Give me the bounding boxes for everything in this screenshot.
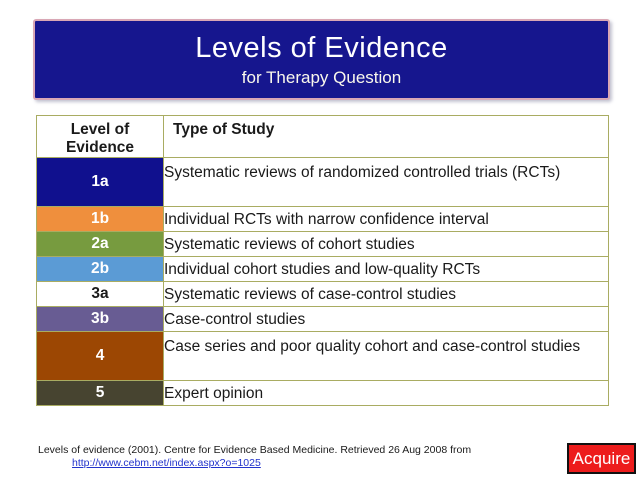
table-row: 1a Systematic reviews of randomized cont… — [36, 157, 609, 207]
study-description: Case-control studies — [163, 306, 609, 332]
study-description: Systematic reviews of cohort studies — [163, 231, 609, 257]
study-description: Individual cohort studies and low-qualit… — [163, 256, 609, 282]
study-description: Expert opinion — [163, 380, 609, 406]
table-row: 1b Individual RCTs with narrow confidenc… — [36, 206, 609, 232]
table-row: 2a Systematic reviews of cohort studies — [36, 231, 609, 257]
level-badge: 5 — [36, 380, 164, 406]
level-badge: 1a — [36, 157, 164, 207]
citation-text: Levels of evidence (2001). Centre for Ev… — [38, 444, 472, 456]
table-row: 3b Case-control studies — [36, 306, 609, 332]
citation-link[interactable]: http://www.cebm.net/index.aspx?o=1025 — [72, 457, 261, 469]
level-badge: 4 — [36, 331, 164, 381]
acquire-button[interactable]: Acquire — [567, 443, 636, 474]
table-row: 4 Case series and poor quality cohort an… — [36, 331, 609, 381]
level-badge: 2b — [36, 256, 164, 282]
column-header-level: Level of Evidence — [36, 115, 164, 158]
study-description: Systematic reviews of randomized control… — [163, 157, 609, 207]
evidence-table: Level of Evidence Type of Study 1a Syste… — [36, 115, 609, 406]
table-row: 2b Individual cohort studies and low-qua… — [36, 256, 609, 282]
study-description: Case series and poor quality cohort and … — [163, 331, 609, 381]
column-header-type: Type of Study — [163, 115, 609, 158]
level-badge: 2a — [36, 231, 164, 257]
table-header-row: Level of Evidence Type of Study — [36, 115, 609, 158]
page-subtitle: for Therapy Question — [241, 67, 402, 87]
level-badge: 1b — [36, 206, 164, 232]
citation: Levels of evidence (2001). Centre for Ev… — [38, 444, 508, 470]
page-title: Levels of Evidence — [195, 31, 448, 64]
level-badge: 3b — [36, 306, 164, 332]
study-description: Individual RCTs with narrow confidence i… — [163, 206, 609, 232]
table-row: 3a Systematic reviews of case-control st… — [36, 281, 609, 307]
title-banner: Levels of Evidence for Therapy Question — [33, 19, 610, 100]
level-badge: 3a — [36, 281, 164, 307]
table-row: 5 Expert opinion — [36, 380, 609, 406]
study-description: Systematic reviews of case-control studi… — [163, 281, 609, 307]
